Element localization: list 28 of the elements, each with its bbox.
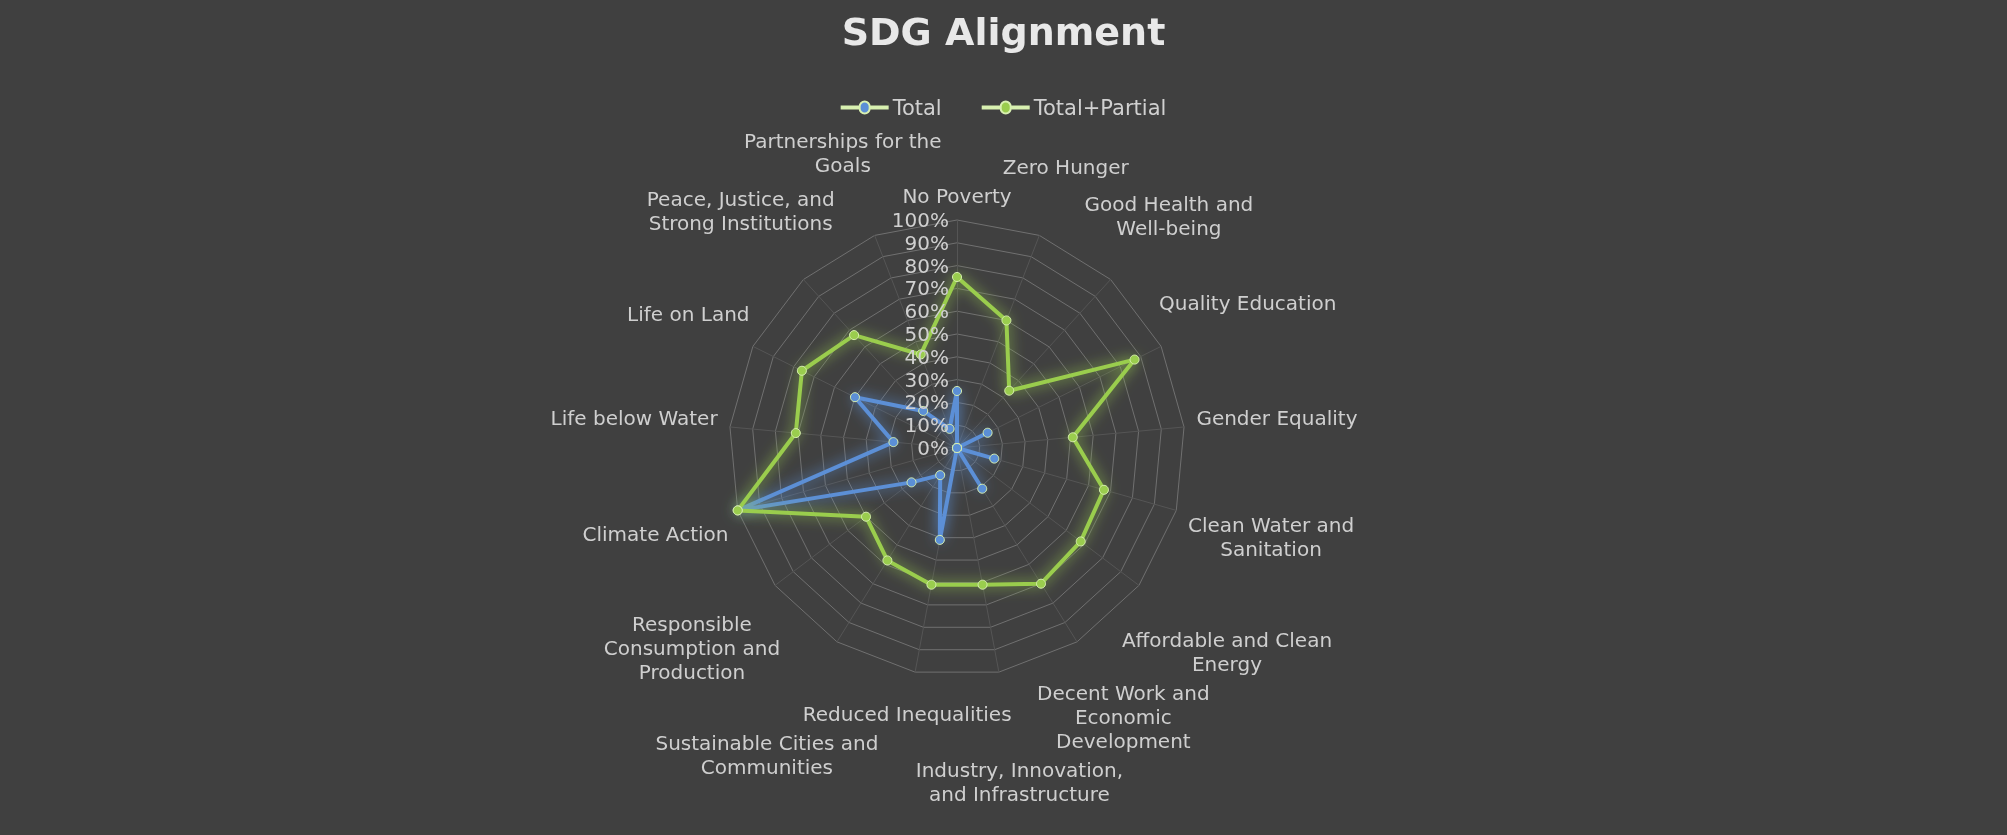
- spoke-label: Life below Water: [550, 406, 719, 431]
- spoke-label: Affordable and Clean Energy: [1121, 627, 1333, 676]
- y-tick-label: 80%: [904, 253, 949, 278]
- spoke-label: Good Health and Well-being: [1084, 191, 1254, 240]
- chart-title: SDG Alignment: [841, 10, 1166, 54]
- spoke-label: Zero Hunger: [1002, 155, 1130, 180]
- spoke-label: Peace, Justice, and Strong Institutions: [646, 186, 835, 235]
- spoke-label: Responsible Consumption and Production: [603, 612, 781, 685]
- spoke-label: Reduced Inequalities: [802, 702, 1012, 727]
- legend-label: Total: [891, 95, 942, 120]
- y-tick-label: 90%: [904, 230, 949, 255]
- y-tick-label: 100%: [891, 208, 949, 232]
- spoke-label: No Poverty: [902, 184, 1012, 208]
- y-tick-label: 30%: [904, 367, 949, 392]
- spoke-label: Gender Equality: [1196, 406, 1358, 431]
- spoke-label: Clean Water and Sanitation: [1187, 513, 1355, 562]
- y-tick-label: 40%: [904, 344, 949, 369]
- y-tick-label: 70%: [904, 276, 949, 301]
- y-tick-label: 0%: [917, 436, 949, 460]
- spoke-label: Industry, Innovation, and Infrastructure: [915, 757, 1124, 806]
- spoke-label: Climate Action: [582, 521, 729, 546]
- spoke-label: Quality Education: [1159, 291, 1337, 316]
- legend-label: Total+Partial: [1032, 95, 1167, 120]
- spoke-label: Decent Work and Economic Development: [1037, 680, 1210, 753]
- spoke-label: Life on Land: [627, 302, 750, 327]
- spoke-label: Partnerships for the Goals: [744, 129, 942, 178]
- spoke-label: Sustainable Cities and Communities: [655, 731, 879, 779]
- y-tick-label: 20%: [904, 390, 949, 415]
